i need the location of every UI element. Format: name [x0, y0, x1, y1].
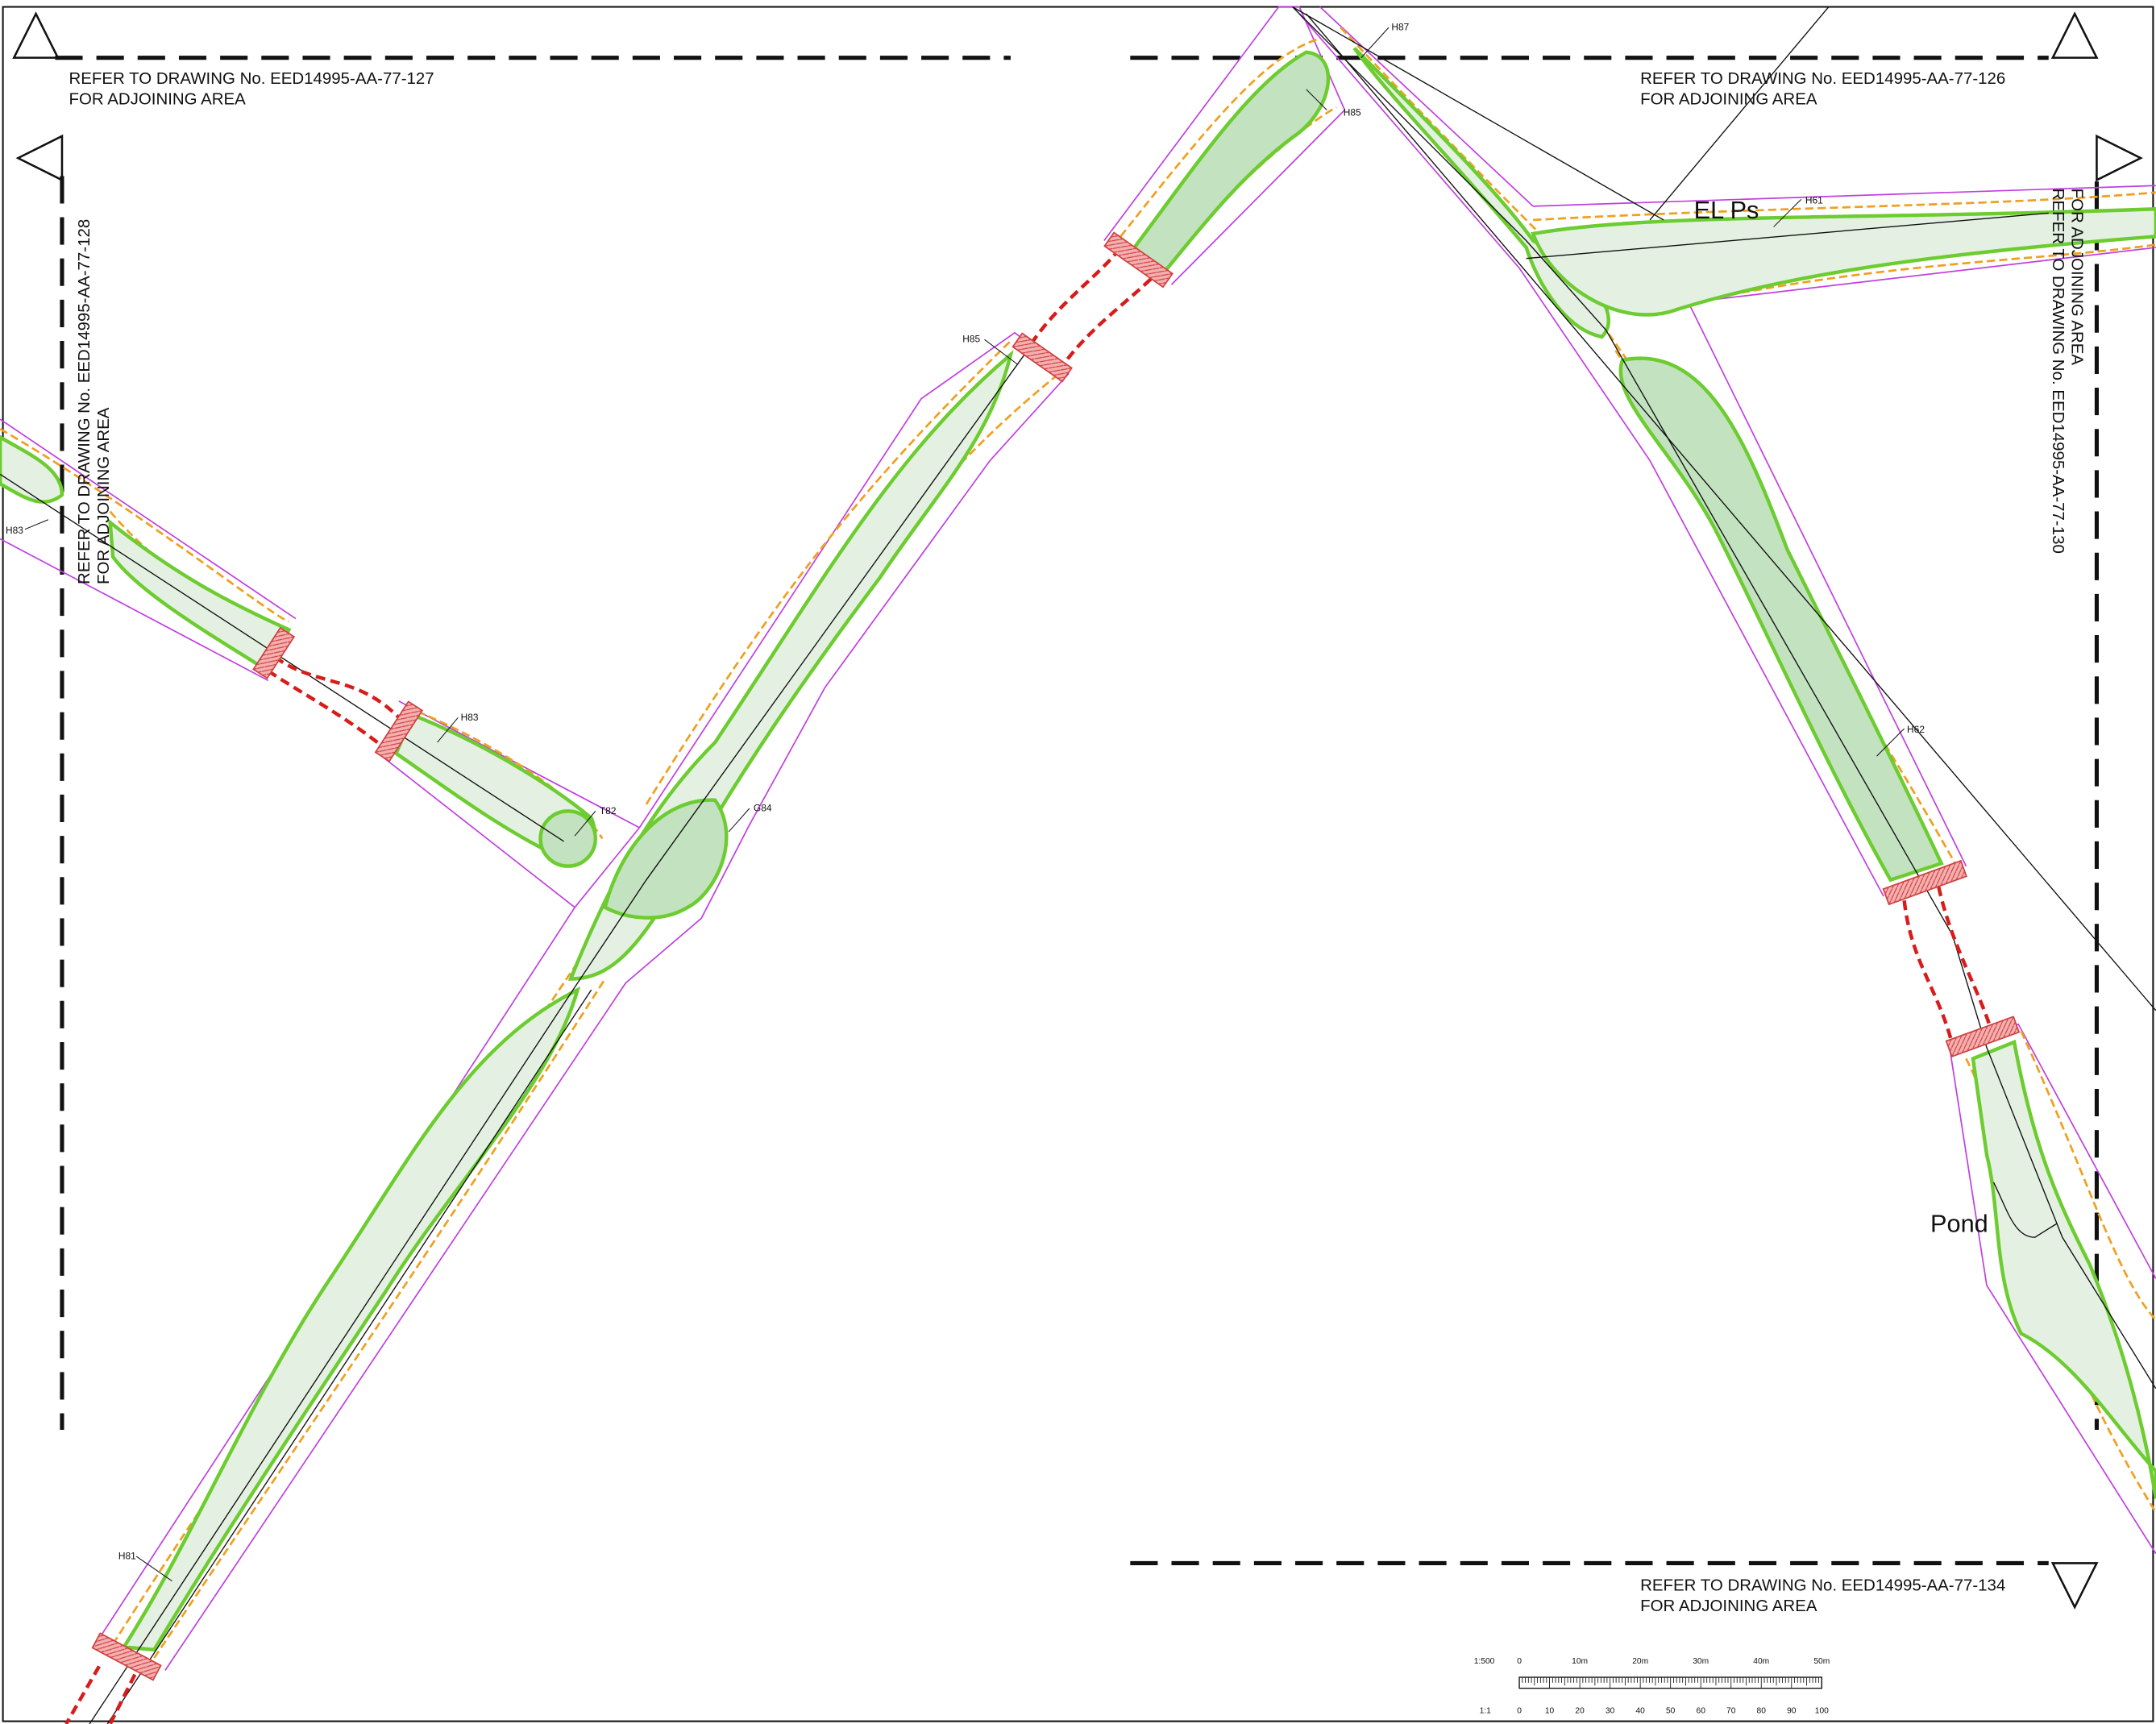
label: H62 [1907, 724, 1925, 735]
note: FOR ADJOINING AREA [1640, 90, 1817, 109]
label: EL Ps [1694, 196, 1759, 224]
note: REFER TO DRAWING No. EED14995-AA-77-126 [1640, 69, 2005, 88]
scale-ratio: 1:1 [1480, 1706, 1492, 1715]
label: Pond [1930, 1209, 1988, 1237]
scale-label: 0 [1517, 1657, 1522, 1666]
scale-label: 40m [1753, 1657, 1769, 1666]
label: H85 [1344, 106, 1361, 118]
scale-label: 100 [1815, 1706, 1829, 1715]
note: REFER TO DRAWING No. EED14995-AA-77-127 [69, 69, 434, 88]
hedgerows [0, 7, 2156, 1724]
scale-label: 40 [1635, 1706, 1645, 1715]
label: H85 [962, 334, 980, 345]
label: G84 [754, 802, 772, 813]
scale-label: 30 [1606, 1706, 1615, 1715]
scale-ratio: 1:500 [1474, 1657, 1495, 1666]
note: REFER TO DRAWING No. EED14995-AA-77-134 [1640, 1577, 2005, 1595]
notes: REFER TO DRAWING No. EED14995-AA-77-127 … [69, 69, 2086, 1615]
scale-label: 10 [1545, 1706, 1555, 1715]
note: FOR ADJOINING AREA [94, 407, 113, 584]
note: FOR ADJOINING AREA [69, 90, 246, 109]
scale-label: 30m [1693, 1657, 1709, 1666]
scale-label: 20m [1632, 1657, 1648, 1666]
scale-label: 70 [1726, 1706, 1736, 1715]
note: FOR ADJOINING AREA [1640, 1597, 1817, 1615]
scale-label: 10m [1572, 1657, 1588, 1666]
label: H61 [1805, 194, 1823, 206]
scale-label: 50 [1666, 1706, 1676, 1715]
note: FOR ADJOINING AREA [2068, 189, 2087, 366]
note: REFER TO DRAWING No. EED14995-AA-77-128 [75, 219, 93, 584]
label: H83 [6, 525, 23, 536]
scale-label: 20 [1575, 1706, 1585, 1715]
label: H81 [118, 1550, 136, 1561]
scale-label: 50m [1813, 1657, 1830, 1666]
label: H83 [461, 712, 479, 723]
label: H87 [1391, 22, 1409, 33]
scale-label: 90 [1787, 1706, 1797, 1715]
scale-bar: 1:500 1:1 0 10m 20m 30m 40m 50m 0 10 20 30 40 50 60 7… [1474, 1657, 1830, 1715]
scale-label: 60 [1697, 1706, 1706, 1715]
drawing: H83 H83 T82 G84 H85 H85 H87 H61 EL Ps H6… [0, 0, 2156, 1724]
scale-label: 0 [1517, 1706, 1522, 1715]
note: REFER TO DRAWING No. EED14995-AA-77-130 [2049, 189, 2067, 554]
label: T82 [600, 805, 617, 816]
scale-label: 80 [1757, 1706, 1767, 1715]
